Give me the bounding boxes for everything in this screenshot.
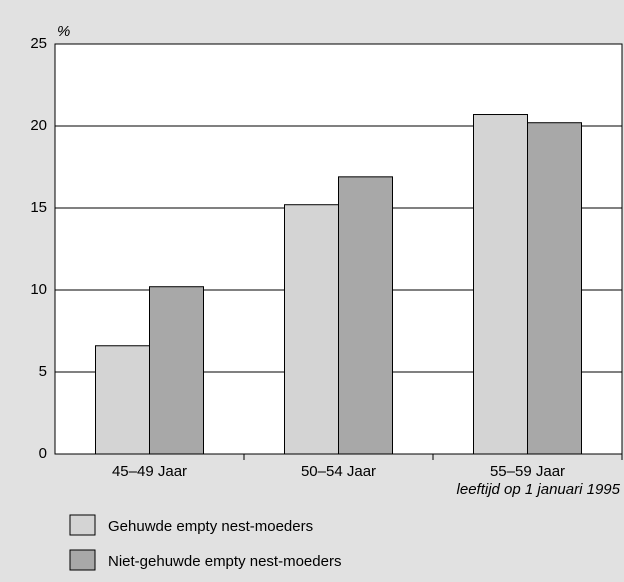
y-unit-label: % bbox=[57, 23, 70, 40]
bar bbox=[338, 176, 393, 455]
x-tick-label: 55–59 Jaar bbox=[490, 463, 565, 480]
y-tick-label: 10 bbox=[30, 281, 47, 298]
y-tick-label: 15 bbox=[30, 199, 47, 216]
legend-swatch bbox=[69, 514, 96, 536]
legend-swatch bbox=[69, 549, 96, 571]
y-tick-label: 5 bbox=[39, 363, 47, 380]
bar bbox=[473, 114, 528, 455]
legend-label: Gehuwde empty nest-moeders bbox=[108, 518, 313, 535]
x-tick-label: 45–49 Jaar bbox=[112, 463, 187, 480]
x-note: leeftijd op 1 januari 1995 bbox=[457, 481, 621, 498]
x-tick-label: 50–54 Jaar bbox=[301, 463, 376, 480]
bar bbox=[527, 122, 582, 455]
bar bbox=[95, 345, 150, 455]
y-tick-label: 25 bbox=[30, 35, 47, 52]
y-tick-label: 20 bbox=[30, 117, 47, 134]
bar bbox=[149, 286, 204, 455]
y-tick-label: 0 bbox=[39, 445, 47, 462]
legend-label: Niet-gehuwde empty nest-moeders bbox=[108, 553, 341, 570]
bar bbox=[284, 204, 339, 455]
